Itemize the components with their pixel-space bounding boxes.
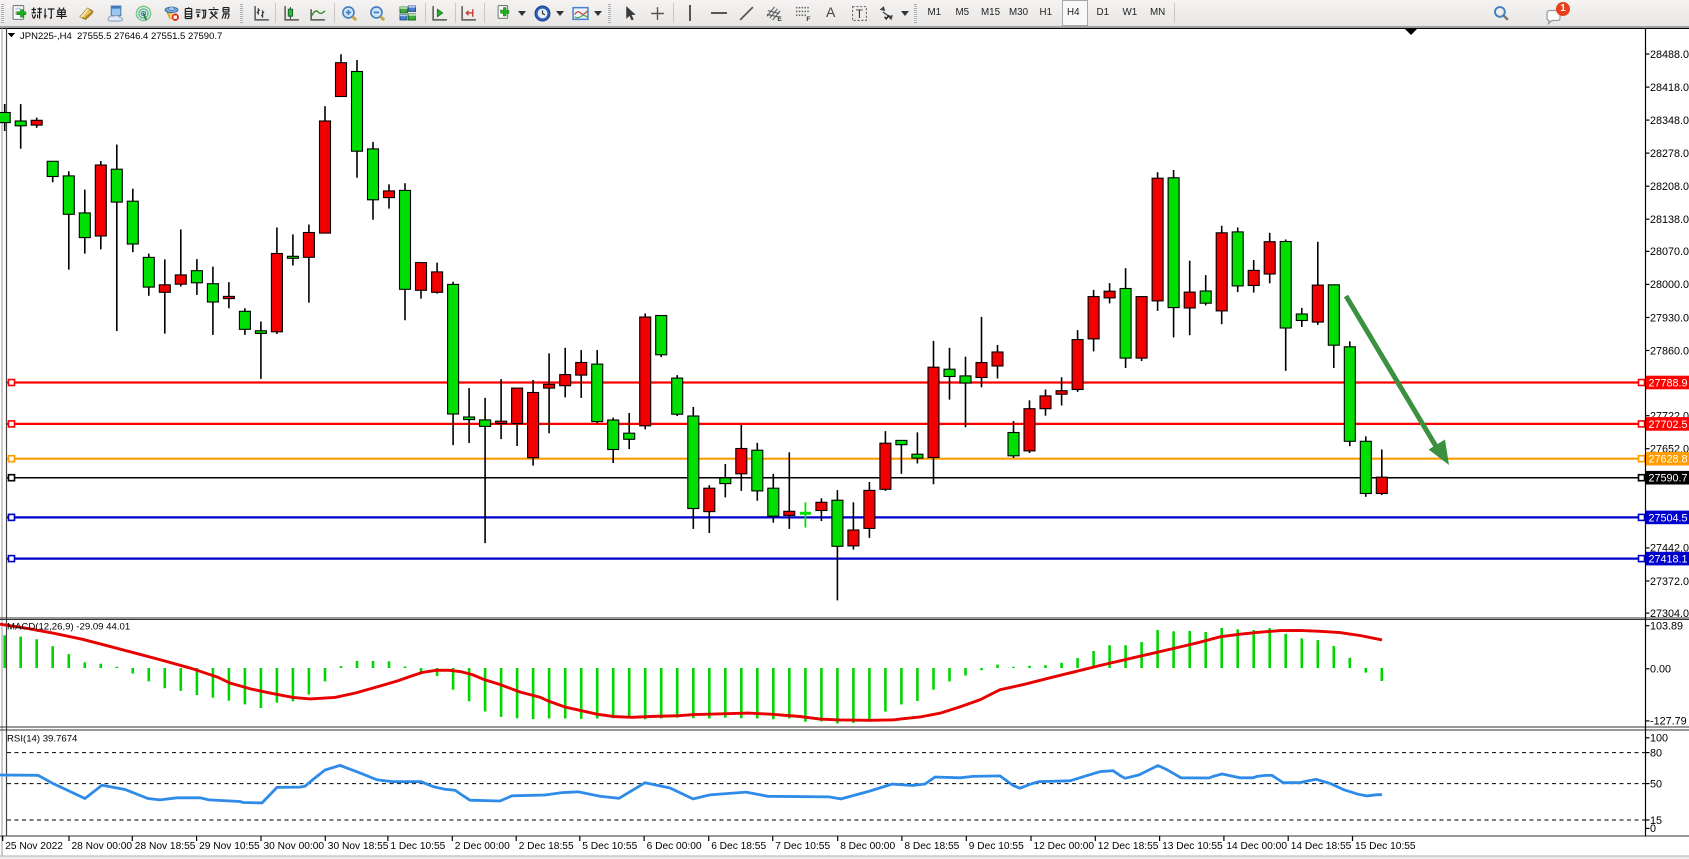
svg-text:5 Dec 10:55: 5 Dec 10:55	[582, 841, 637, 852]
svg-text:15 Dec 10:55: 15 Dec 10:55	[1355, 841, 1416, 852]
svg-text:103.89: 103.89	[1650, 621, 1683, 633]
svg-text:27442.0: 27442.0	[1650, 543, 1689, 555]
svg-text:28418.0: 28418.0	[1650, 82, 1689, 94]
svg-text:14 Dec 00:00: 14 Dec 00:00	[1226, 841, 1287, 852]
svg-text:8 Dec 00:00: 8 Dec 00:00	[840, 841, 895, 852]
svg-text:1 Dec 10:55: 1 Dec 10:55	[390, 841, 445, 852]
svg-text:15: 15	[1650, 815, 1662, 827]
svg-text:28278.0: 28278.0	[1650, 148, 1689, 160]
svg-text:8 Dec 18:55: 8 Dec 18:55	[904, 841, 959, 852]
svg-text:50: 50	[1650, 778, 1662, 790]
svg-text:14 Dec 18:55: 14 Dec 18:55	[1291, 841, 1352, 852]
svg-text:27628.8: 27628.8	[1649, 454, 1688, 466]
svg-text:100: 100	[1650, 733, 1668, 745]
svg-text:30 Nov 18:55: 30 Nov 18:55	[328, 841, 389, 852]
svg-text:9 Dec 10:55: 9 Dec 10:55	[969, 841, 1024, 852]
svg-text:28488.0: 28488.0	[1650, 49, 1689, 61]
svg-text:T: T	[856, 8, 863, 21]
svg-text:80: 80	[1650, 747, 1662, 759]
svg-text:13 Dec 10:55: 13 Dec 10:55	[1162, 841, 1223, 852]
svg-text:27788.9: 27788.9	[1649, 378, 1688, 390]
svg-text:28070.0: 28070.0	[1650, 246, 1689, 258]
svg-text:27504.5: 27504.5	[1649, 512, 1688, 524]
svg-text:28 Nov 00:00: 28 Nov 00:00	[72, 841, 133, 852]
svg-text:27930.0: 27930.0	[1650, 312, 1689, 324]
svg-text:28 Nov 18:55: 28 Nov 18:55	[135, 841, 196, 852]
svg-text:27860.0: 27860.0	[1650, 345, 1689, 357]
svg-text:6 Dec 18:55: 6 Dec 18:55	[711, 841, 766, 852]
svg-text:27304.0: 27304.0	[1650, 608, 1689, 620]
svg-text:6 Dec 00:00: 6 Dec 00:00	[647, 841, 702, 852]
svg-text:12 Dec 00:00: 12 Dec 00:00	[1034, 841, 1095, 852]
svg-text:2 Dec 00:00: 2 Dec 00:00	[455, 841, 510, 852]
svg-text:30 Nov 00:00: 30 Nov 00:00	[264, 841, 325, 852]
svg-text:29 Nov 10:55: 29 Nov 10:55	[199, 841, 260, 852]
svg-text:27702.5: 27702.5	[1649, 419, 1688, 431]
svg-text:0: 0	[1650, 823, 1656, 835]
svg-text:28208.0: 28208.0	[1650, 181, 1689, 193]
svg-text:JPN225-,H4 27555.5 27646.4 27: JPN225-,H4 27555.5 27646.4 27551.5 27590…	[20, 31, 222, 42]
svg-text:27372.0: 27372.0	[1650, 576, 1689, 588]
svg-text:28000.0: 28000.0	[1650, 279, 1689, 291]
svg-text:28138.0: 28138.0	[1650, 214, 1689, 226]
svg-text:RSI(14) 39.7674: RSI(14) 39.7674	[7, 734, 78, 745]
svg-text:F: F	[806, 16, 810, 22]
svg-text:27590.7: 27590.7	[1649, 473, 1688, 485]
svg-text:2 Dec 18:55: 2 Dec 18:55	[519, 841, 574, 852]
svg-text:27418.1: 27418.1	[1649, 554, 1688, 566]
svg-text:E: E	[777, 16, 782, 22]
svg-text:28348.0: 28348.0	[1650, 115, 1689, 127]
svg-text:25 Nov 2022: 25 Nov 2022	[5, 841, 63, 852]
svg-text:7 Dec 10:55: 7 Dec 10:55	[775, 841, 830, 852]
svg-text:12 Dec 18:55: 12 Dec 18:55	[1098, 841, 1159, 852]
svg-text:MACD(12,26,9) -29.09 44.01: MACD(12,26,9) -29.09 44.01	[7, 622, 130, 633]
svg-text:-127.79: -127.79	[1650, 716, 1687, 728]
svg-text:0.00: 0.00	[1650, 664, 1671, 676]
